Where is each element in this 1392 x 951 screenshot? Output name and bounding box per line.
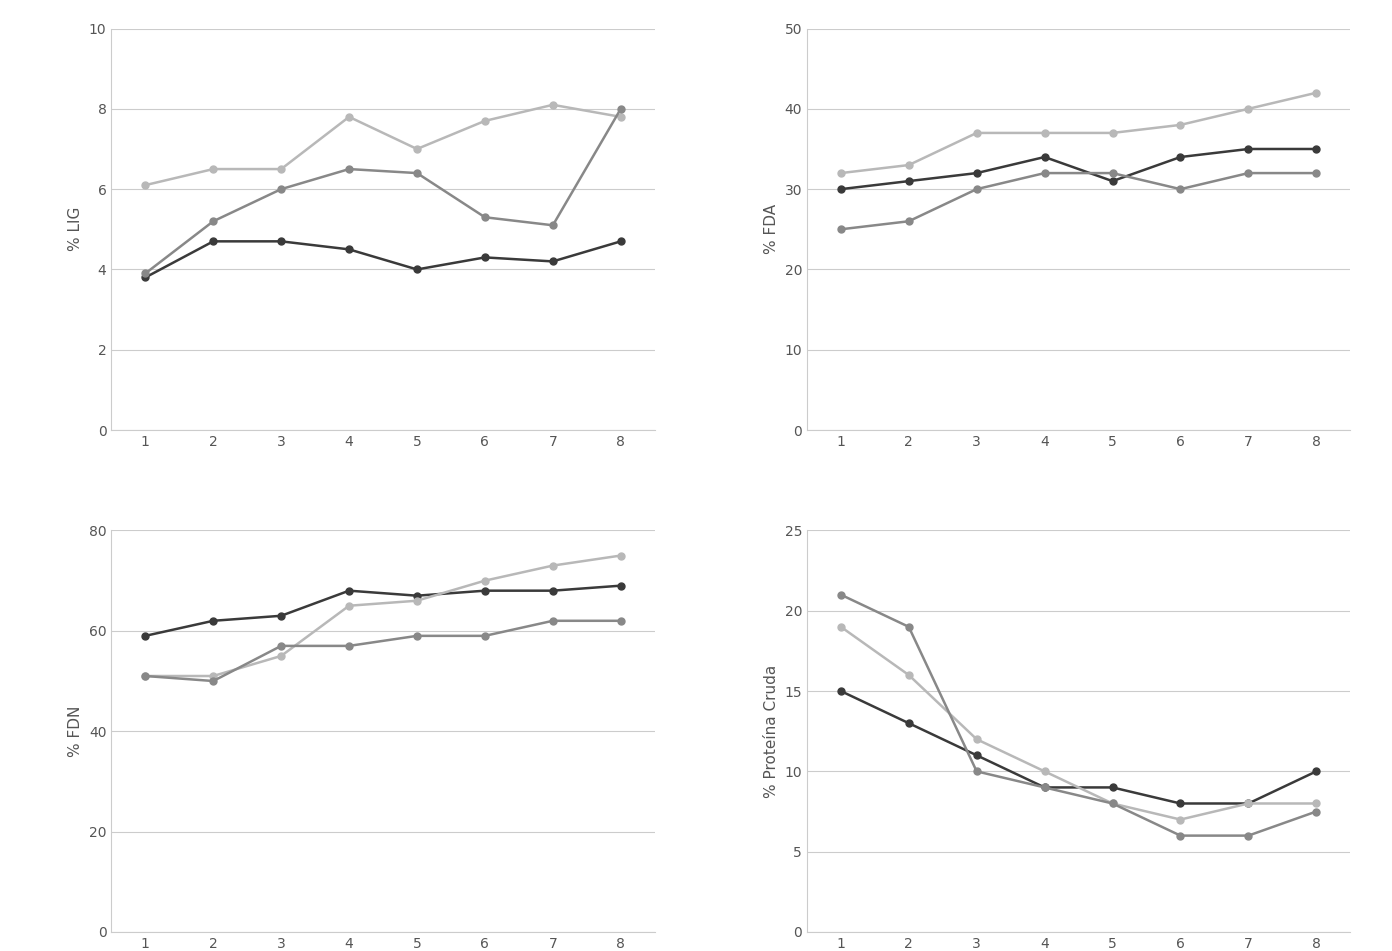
Y-axis label: % FDA: % FDA xyxy=(764,204,780,254)
Y-axis label: % FDN: % FDN xyxy=(68,706,84,757)
Y-axis label: % Proteína Cruda: % Proteína Cruda xyxy=(764,665,780,798)
Legend: secas, lluvias, nortes: secas, lluvias, nortes xyxy=(92,950,213,951)
Y-axis label: % LIG: % LIG xyxy=(68,207,84,251)
